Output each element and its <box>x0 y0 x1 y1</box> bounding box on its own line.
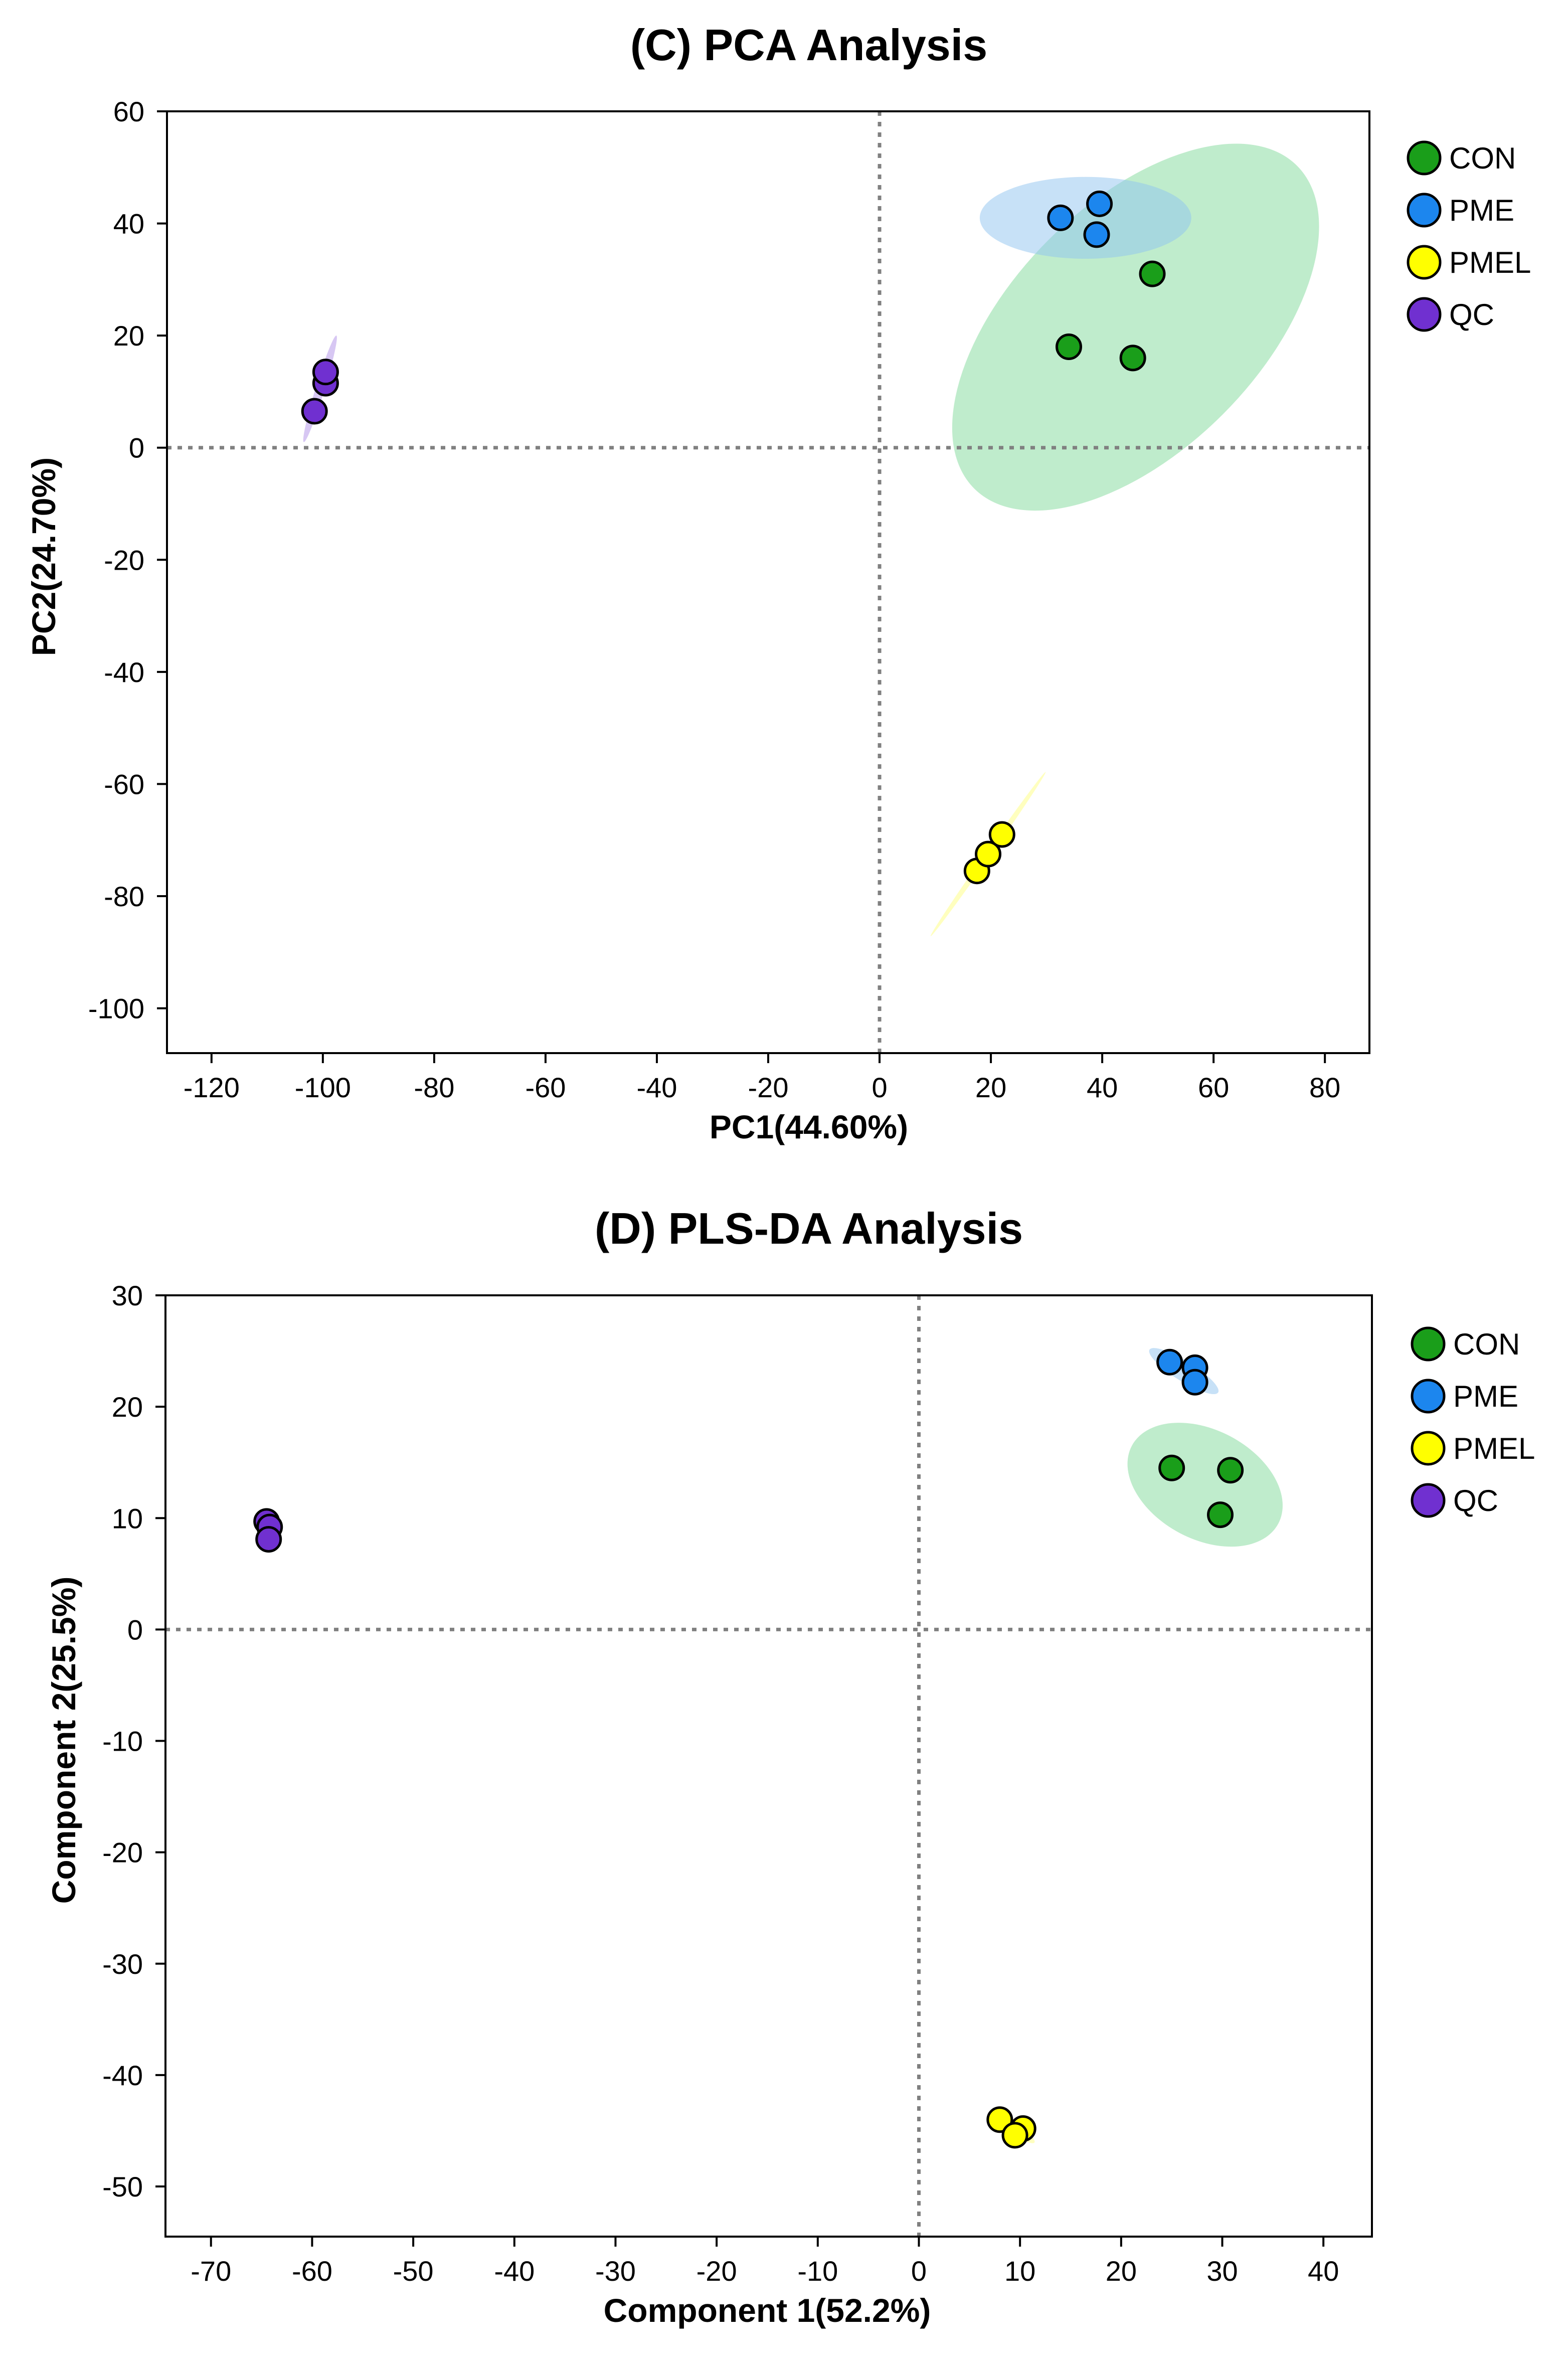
plsda-legend-marker-qc <box>1411 1483 1446 1518</box>
plsda-x-tick-label: -30 <box>595 2255 636 2287</box>
pca-y-tick-label: 60 <box>113 96 144 127</box>
plsda-plot-frame <box>164 1294 1373 2238</box>
plsda-x-tick-label: 20 <box>1106 2255 1137 2287</box>
pca-y-tick-label: 0 <box>129 432 144 464</box>
plsda-point-con-2 <box>1217 1457 1244 1484</box>
plsda-legend-label-pmel: PMEL <box>1453 1432 1535 1465</box>
pca-point-con-2 <box>1119 345 1146 372</box>
pca-point-pme-1 <box>1047 204 1074 231</box>
pca-x-tick-label: -40 <box>636 1072 677 1103</box>
plsda-title: (D) PLS-DA Analysis <box>595 1204 1023 1253</box>
pca-y-axis-label: PC2(24.70%) <box>25 457 62 656</box>
pca-x-tick-label: 40 <box>1087 1072 1118 1103</box>
plsda-legend-label-con: CON <box>1453 1327 1520 1361</box>
plsda-x-tick-label: 30 <box>1206 2255 1238 2287</box>
plsda-x-tick-label: 40 <box>1308 2255 1339 2287</box>
plsda-y-tick-label: 20 <box>112 1391 143 1423</box>
pca-x-axis: -120 -100 -80 -60 -40 -20 0 20 40 60 80 <box>184 1053 1340 1103</box>
plsda-point-pmel-3 <box>1001 2122 1028 2149</box>
pca-y-tick-label: 40 <box>113 208 144 240</box>
plsda-y-tick-label: -20 <box>102 1837 143 1869</box>
plsda-legend-marker-pmel <box>1411 1431 1446 1466</box>
pca-panel: (C) PCA Analysis -120 -100 -80 -60 -40 -20 0 20… <box>25 20 1531 1145</box>
plsda-y-tick-label: 30 <box>112 1280 143 1311</box>
plsda-y-tick-label: -50 <box>102 2171 143 2203</box>
plsda-points <box>253 1348 1244 2149</box>
pca-y-tick-label: -40 <box>104 656 144 688</box>
pca-y-tick-label: 20 <box>113 320 144 352</box>
pca-x-tick-label: -80 <box>414 1072 454 1103</box>
pca-y-tick-label: -100 <box>88 993 144 1025</box>
plsda-y-tick-label: -40 <box>102 2060 143 2091</box>
pca-points <box>301 190 1166 885</box>
pca-legend-marker-pme <box>1407 193 1442 228</box>
plsda-x-tick-label: -50 <box>393 2255 434 2287</box>
pca-x-tick-label: -120 <box>184 1072 240 1103</box>
pca-legend-label-qc: QC <box>1449 298 1494 331</box>
plsda-x-tick-label: -40 <box>494 2255 535 2287</box>
pca-legend-marker-con <box>1407 140 1442 176</box>
pca-ellipse-con <box>952 143 1319 511</box>
plsda-x-tick-label: 0 <box>911 2255 927 2287</box>
pca-point-qc-3 <box>312 359 339 386</box>
pca-point-pmel-3 <box>988 821 1015 848</box>
pca-x-tick-label: -20 <box>748 1072 789 1103</box>
pca-title: (C) PCA Analysis <box>630 20 987 70</box>
plsda-point-pme-1 <box>1156 1348 1183 1376</box>
pca-point-pme-2 <box>1086 190 1113 217</box>
pca-x-axis-label: PC1(44.60%) <box>710 1108 908 1145</box>
plsda-y-tick-label: -30 <box>102 1948 143 1980</box>
pca-point-qc-1 <box>301 398 328 425</box>
plsda-legend-marker-con <box>1411 1326 1446 1362</box>
plsda-point-qc-3 <box>255 1526 282 1553</box>
pca-reference-lines <box>167 111 1369 1053</box>
plsda-legend-marker-pme <box>1411 1379 1446 1414</box>
plsda-legend-label-pme: PME <box>1453 1380 1518 1413</box>
pca-legend-marker-pmel <box>1407 245 1442 280</box>
plsda-panel: (D) PLS-DA Analysis -70 -60 -50 -40 -30 -20 -1… <box>45 1204 1535 2329</box>
pca-y-tick-label: -60 <box>104 768 144 800</box>
plsda-y-tick-label: 10 <box>112 1502 143 1534</box>
plsda-point-con-3 <box>1206 1501 1234 1529</box>
plsda-y-axis-label: Component 2(25.5%) <box>45 1577 82 1904</box>
plsda-y-axis: 30 20 10 0 -10 -20 -30 -40 -50 <box>102 1280 165 2203</box>
pca-legend-label-pme: PME <box>1449 194 1514 227</box>
plsda-y-tick-label: 0 <box>127 1614 143 1645</box>
pca-x-tick-label: 60 <box>1198 1072 1229 1103</box>
pca-y-tick-label: -20 <box>104 544 144 576</box>
plsda-x-axis-label: Component 1(52.2%) <box>604 2292 931 2329</box>
plsda-x-tick-label: -60 <box>292 2255 332 2287</box>
pca-point-pme-3 <box>1083 221 1110 248</box>
pca-x-tick-label: -60 <box>525 1072 566 1103</box>
pca-point-con-1 <box>1056 333 1082 360</box>
pca-x-tick-label: 0 <box>872 1072 887 1103</box>
pca-legend-marker-qc <box>1407 297 1442 332</box>
plsda-x-axis: -70 -60 -50 -40 -30 -20 -10 0 10 20 30 40 <box>191 2237 1339 2287</box>
pca-point-con-3 <box>1139 260 1166 287</box>
plsda-legend-label-qc: QC <box>1453 1484 1498 1517</box>
pca-ellipse-pme <box>979 177 1191 259</box>
pca-y-tick-label: -80 <box>104 881 144 912</box>
pca-x-tick-label: -100 <box>295 1072 351 1103</box>
plsda-point-pme-3 <box>1181 1369 1208 1396</box>
pca-y-axis: 60 40 20 0 -20 -40 -60 -80 -100 <box>88 96 167 1025</box>
plsda-point-con-1 <box>1158 1454 1185 1481</box>
pca-point-pmel-2 <box>975 840 1002 868</box>
pca-legend: CON PME PMEL QC <box>1407 140 1531 332</box>
plsda-x-tick-label: -10 <box>797 2255 838 2287</box>
pca-ellipses <box>303 143 1319 936</box>
plsda-x-tick-label: 10 <box>1004 2255 1035 2287</box>
plsda-y-tick-label: -10 <box>102 1726 143 1757</box>
plsda-x-tick-label: -20 <box>696 2255 737 2287</box>
plsda-legend: CON PME PMEL QC <box>1411 1326 1535 1518</box>
pca-legend-label-pmel: PMEL <box>1449 246 1531 279</box>
pca-legend-label-con: CON <box>1449 141 1516 175</box>
plsda-reference-lines <box>165 1295 1372 2237</box>
plsda-ellipse-con <box>1127 1423 1283 1547</box>
pca-x-tick-label: 20 <box>975 1072 1006 1103</box>
pca-x-tick-label: 80 <box>1309 1072 1340 1103</box>
plsda-x-tick-label: -70 <box>191 2255 231 2287</box>
